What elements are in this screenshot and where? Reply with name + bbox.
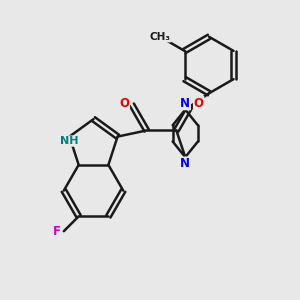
Text: O: O: [194, 97, 204, 110]
Text: CH₃: CH₃: [150, 32, 171, 42]
Text: N: N: [180, 97, 190, 110]
Text: F: F: [52, 225, 60, 238]
Text: N: N: [180, 157, 190, 170]
Text: NH: NH: [60, 136, 79, 146]
Text: O: O: [119, 97, 129, 110]
